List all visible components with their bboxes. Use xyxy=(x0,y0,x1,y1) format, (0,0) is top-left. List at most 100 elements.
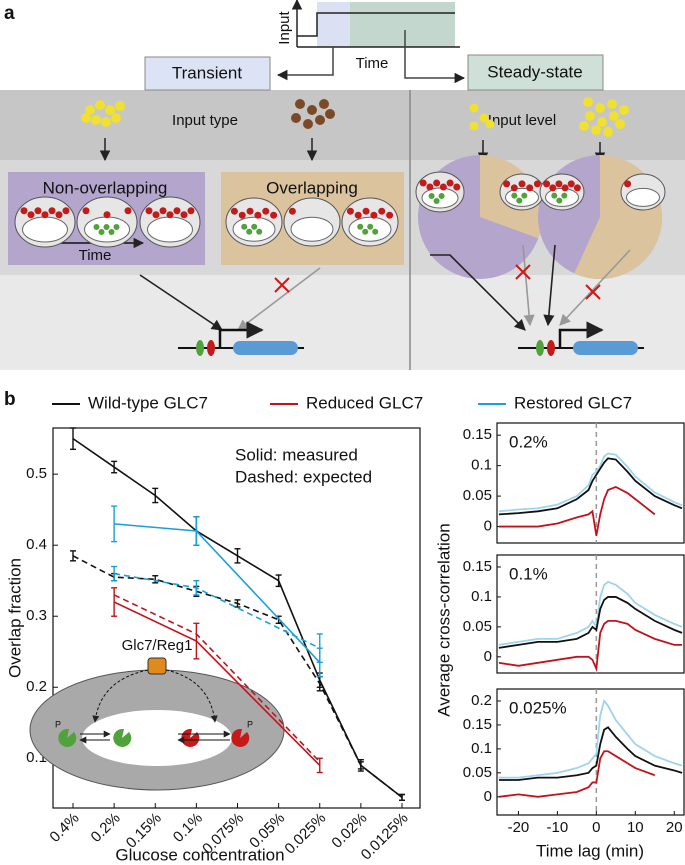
y-axis-label: Average cross-correlation xyxy=(434,523,453,716)
illustration xyxy=(22,216,68,243)
illustration xyxy=(105,105,115,115)
illustration xyxy=(315,115,325,125)
error-bar xyxy=(70,550,76,562)
legend-label: Wild-type GLC7 xyxy=(88,393,208,412)
illustration xyxy=(173,207,181,215)
decorations xyxy=(14,97,666,356)
correlation-line xyxy=(498,580,683,646)
illustration xyxy=(34,207,42,215)
inset-protein xyxy=(231,729,250,747)
y-tick-label: 0.15 xyxy=(463,426,492,443)
illustration xyxy=(551,192,558,199)
inset-protein xyxy=(58,729,77,747)
y-tick-label: 0.4 xyxy=(26,536,47,553)
illustration xyxy=(549,184,557,192)
illustration xyxy=(180,211,188,219)
correlation-line xyxy=(498,699,683,779)
error-bar xyxy=(316,647,323,678)
illustration xyxy=(561,184,569,192)
illustration xyxy=(607,99,617,109)
illustration xyxy=(426,183,434,191)
illustration xyxy=(254,211,262,219)
input-step xyxy=(297,12,455,37)
illustration xyxy=(362,207,370,215)
arrow xyxy=(276,47,334,81)
y-tick-label: 0.3 xyxy=(26,607,47,624)
panel-annotation: 0.1% xyxy=(509,564,548,583)
illustration xyxy=(516,197,523,204)
illustration xyxy=(91,115,101,125)
illustration xyxy=(526,184,534,192)
illustration xyxy=(583,97,593,107)
illustration xyxy=(579,121,589,131)
y-tick-label: 0.1 xyxy=(471,740,492,757)
illustration xyxy=(479,113,489,123)
illustration xyxy=(428,193,435,199)
illustration xyxy=(561,192,568,199)
illustration xyxy=(354,211,362,219)
illustration xyxy=(430,254,526,331)
inset-arrow xyxy=(92,669,149,723)
plot-frame xyxy=(496,422,685,544)
y-tick-label: 0.2 xyxy=(471,692,492,709)
illustration xyxy=(55,211,63,219)
time-arrow-label: Time xyxy=(79,247,112,264)
illustration xyxy=(518,180,526,188)
error-bar xyxy=(316,757,323,774)
error-bar xyxy=(111,587,118,617)
illustration xyxy=(597,117,607,127)
illustration xyxy=(62,207,70,215)
error-bar xyxy=(193,580,200,596)
illustration xyxy=(291,113,301,123)
illustration xyxy=(124,207,132,215)
illustration xyxy=(585,284,601,300)
illustration xyxy=(547,340,555,356)
inset-p: P xyxy=(55,719,61,729)
illustration xyxy=(241,223,248,230)
illustration xyxy=(346,207,354,215)
x-axis-label: Glucose concentration xyxy=(115,845,284,864)
annotation: Solid: measured xyxy=(235,445,358,464)
illustration xyxy=(521,192,528,199)
illustration xyxy=(103,224,110,230)
illustration xyxy=(48,207,56,215)
illustration xyxy=(81,113,91,123)
illustration xyxy=(378,207,386,215)
y-tick-label: 0.1 xyxy=(471,588,492,605)
illustration xyxy=(536,340,544,356)
illustration xyxy=(187,207,195,215)
illustration xyxy=(95,100,105,110)
illustration xyxy=(237,267,321,331)
error-bar xyxy=(152,487,159,504)
illustration xyxy=(567,180,575,188)
x-tick-label: 0.025% xyxy=(281,810,329,858)
illustration xyxy=(573,184,581,192)
illustration xyxy=(591,125,601,135)
illustration xyxy=(533,180,541,188)
illustration xyxy=(246,228,253,235)
legend-label: Reduced GLC7 xyxy=(306,393,423,412)
illustration xyxy=(295,99,305,109)
steady-box xyxy=(467,54,604,91)
x-tick-label: 0.4% xyxy=(46,810,82,846)
error-bar xyxy=(111,460,118,474)
band-gene xyxy=(0,275,685,370)
illustration xyxy=(511,192,518,199)
correlation-line xyxy=(498,596,683,649)
x-tick-label: 0.1% xyxy=(170,810,206,846)
input-label: Input xyxy=(276,10,293,44)
illustration xyxy=(41,211,49,219)
illustration xyxy=(626,187,660,207)
illustration xyxy=(469,121,479,131)
plot-frame xyxy=(496,688,685,816)
illustration xyxy=(159,207,167,215)
illustration xyxy=(585,111,595,121)
inset-enzyme xyxy=(147,657,167,675)
illustration xyxy=(469,103,479,113)
y-axis-label: Overlap fraction xyxy=(5,558,24,678)
correlation-line xyxy=(498,726,683,781)
illustration xyxy=(246,207,254,215)
illustration xyxy=(20,207,28,215)
legend-label: Restored GLC7 xyxy=(514,393,632,412)
error-bar xyxy=(275,574,282,588)
